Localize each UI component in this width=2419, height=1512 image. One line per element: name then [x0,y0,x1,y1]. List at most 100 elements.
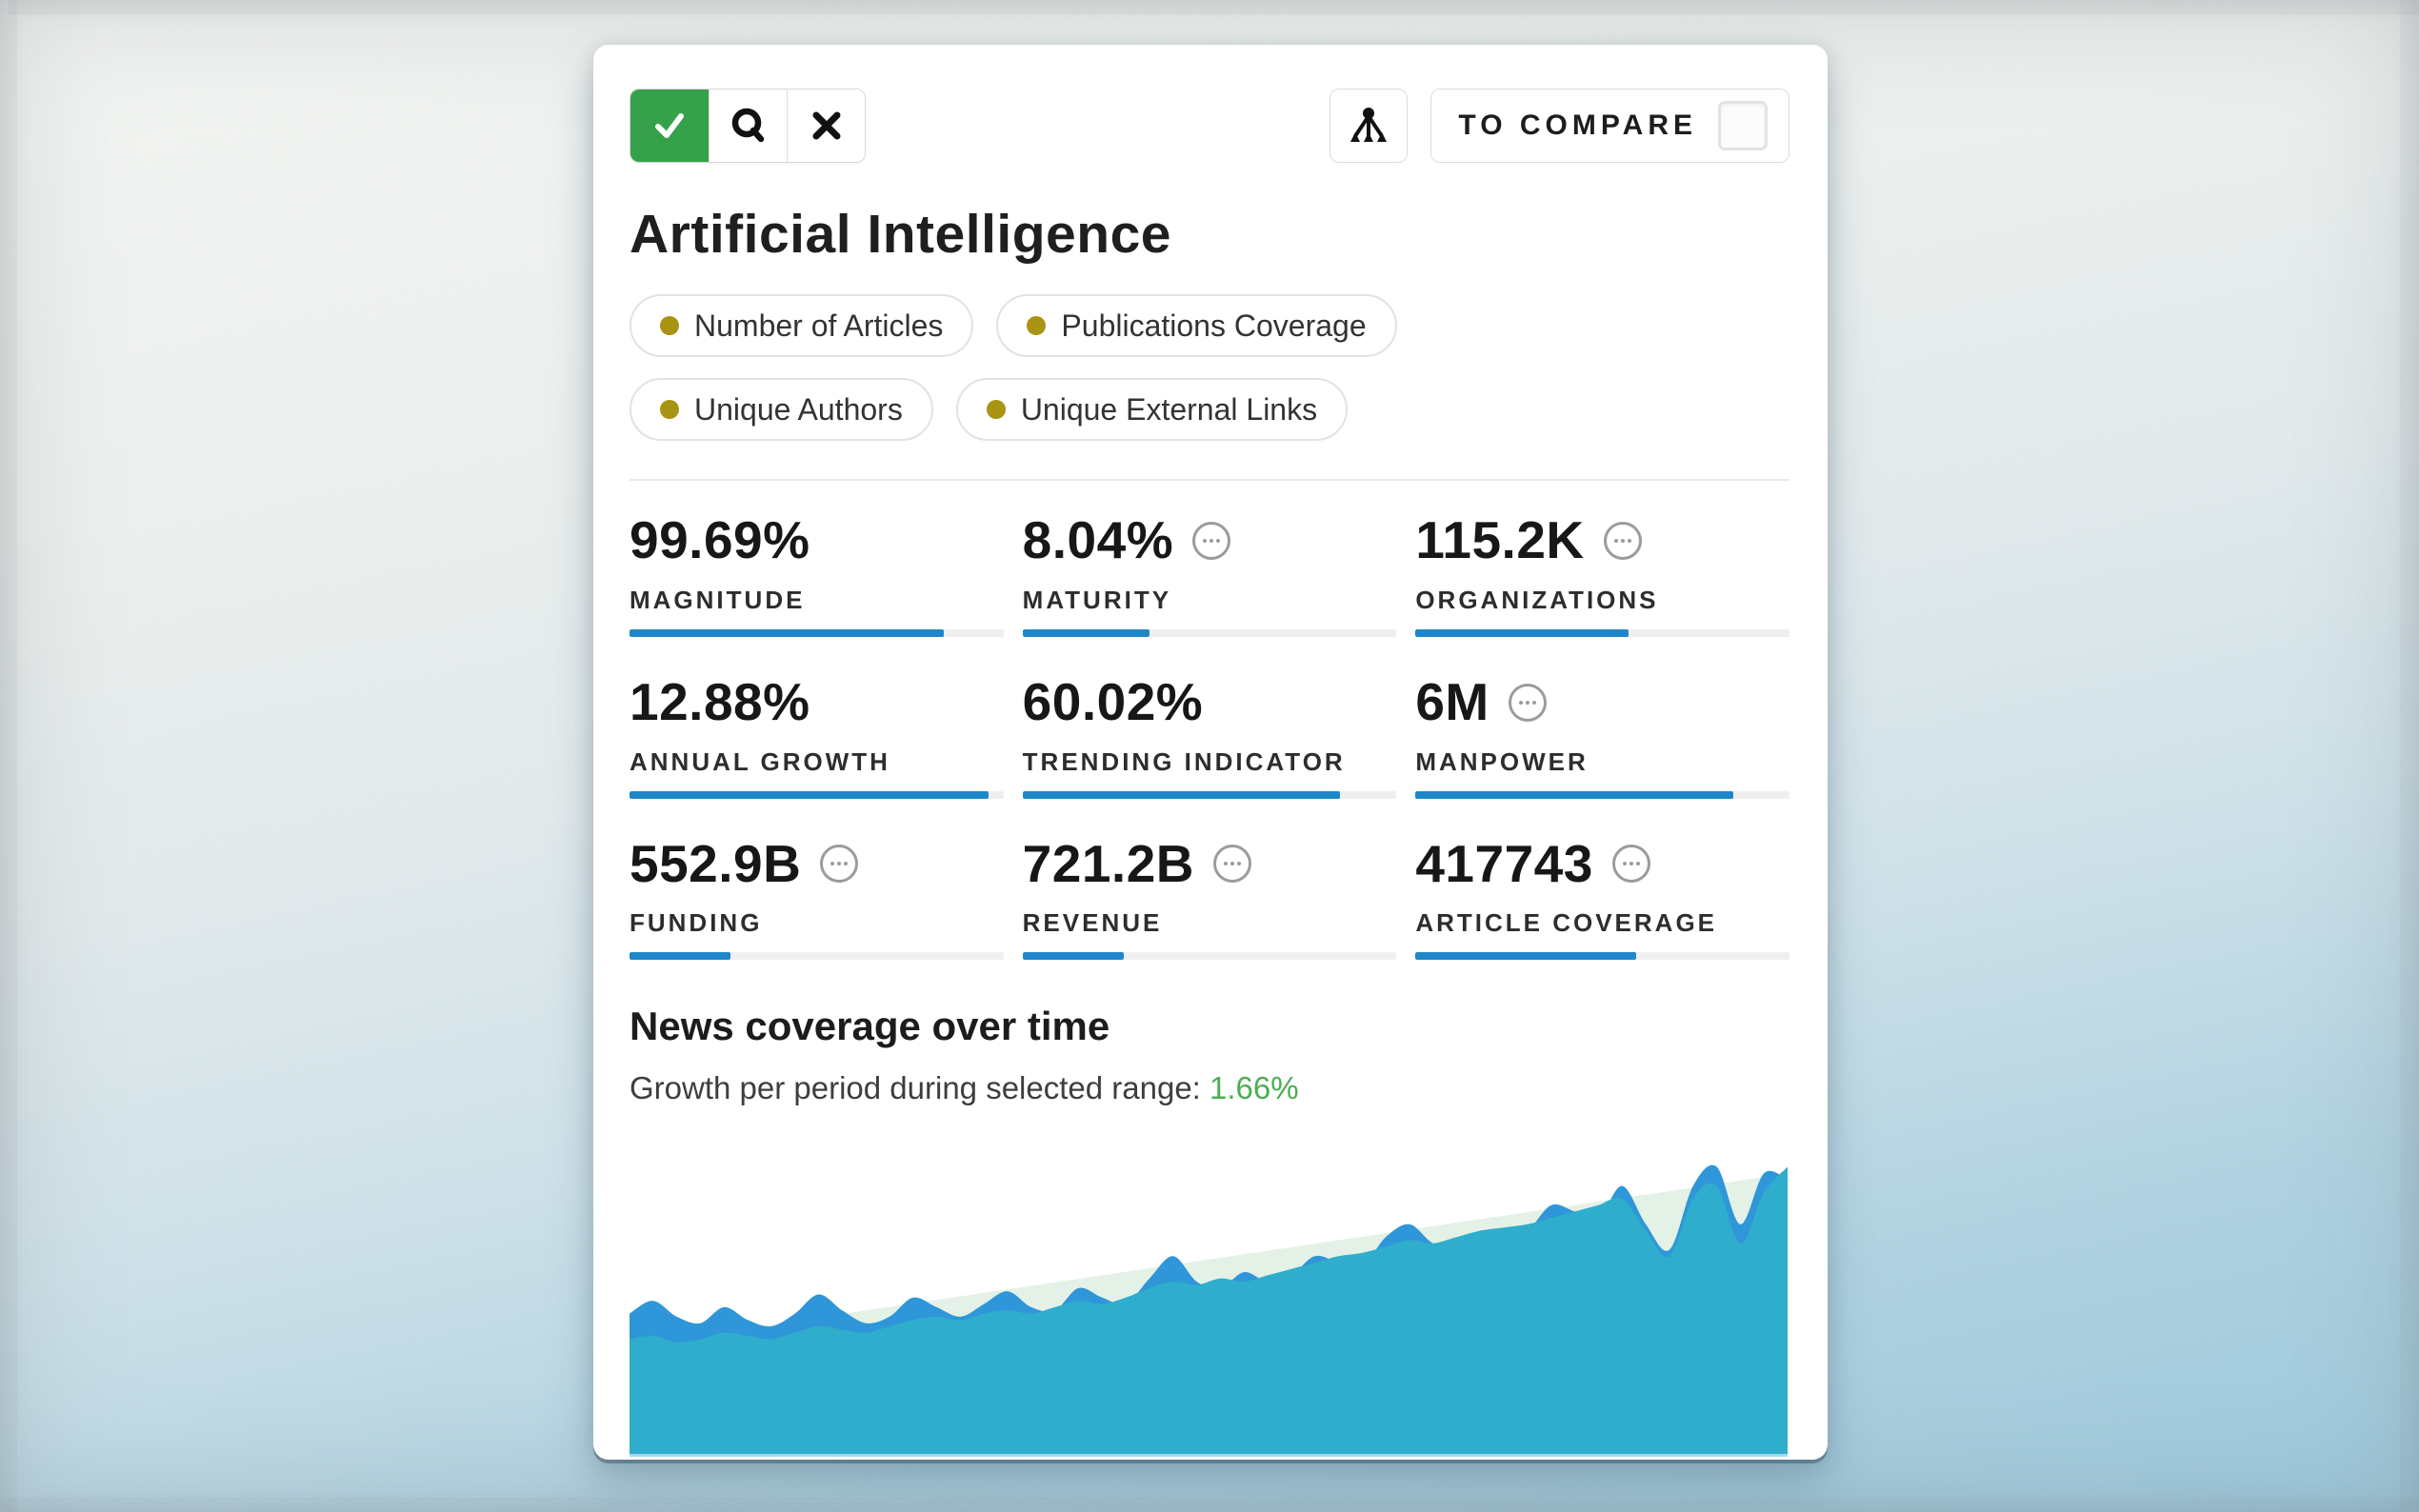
metric-pill[interactable]: Unique Authors [630,378,933,441]
metric-value: 417743 [1415,833,1593,893]
metric-progress-track [1022,628,1397,637]
confirm-button[interactable] [630,90,709,162]
growth-value: 1.66% [1210,1070,1299,1106]
metric-progress-fill [630,952,731,961]
metric-progress-track [630,952,1004,961]
close-button[interactable] [787,90,865,162]
news-chart-svg [630,1164,1788,1458]
metric-value-row: 115.2K [1415,510,1789,569]
to-compare-label: TO COMPARE [1458,109,1697,141]
metric-value-row: 6M [1415,671,1789,731]
metric-value: 552.9B [630,833,802,893]
metric-value: 721.2B [1022,833,1195,893]
metric-progress-fill [1022,790,1341,799]
metric-value: 12.88% [630,671,810,731]
metric-cell: 99.69% MAGNITUDE [630,510,1004,637]
metric-progress-fill [1415,628,1629,637]
metric-progress-track [1415,790,1789,799]
toolbar-button-group [630,89,866,163]
info-ellipsis-icon[interactable] [820,845,859,884]
x-icon [812,111,840,140]
info-ellipsis-icon[interactable] [1213,845,1252,884]
metric-progress-fill [630,790,989,799]
pill-dot-icon [660,400,679,419]
metric-label: ANNUAL GROWTH [630,746,890,776]
metric-progress-track [1022,790,1397,799]
metric-value-row: 552.9B [630,833,1004,893]
pill-dot-icon [986,400,1006,419]
metric-label: MAGNITUDE [630,585,806,614]
news-coverage-heading: News coverage over time [630,1004,1110,1049]
search-button[interactable] [709,90,787,162]
toolbar-right: TO COMPARE [1329,89,1789,163]
metric-pills: Number of Articles Publications Coverage U… [630,294,1582,441]
metric-value: 115.2K [1415,510,1585,569]
metric-label: ARTICLE COVERAGE [1415,908,1718,938]
metric-pill[interactable]: Unique External Links [955,378,1349,441]
metric-progress-fill [1415,952,1636,961]
metric-value-row: 8.04% [1022,510,1397,569]
news-coverage-chart[interactable] [630,1135,1789,1458]
metric-cell: 115.2K ORGANIZATIONS [1415,510,1789,637]
metric-progress-track [630,790,1004,799]
metric-progress-fill [1022,952,1124,961]
metric-cell: 417743 ARTICLE COVERAGE [1415,833,1789,961]
metric-label: REVENUE [1022,908,1163,938]
chart-area-smoothed [630,1166,1788,1455]
metric-value: 99.69% [630,510,810,569]
info-ellipsis-icon[interactable] [1192,521,1231,560]
metric-value: 60.02% [1022,671,1204,731]
metric-progress-track [1415,628,1789,637]
pill-label: Number of Articles [694,308,944,343]
network-view-button[interactable] [1329,89,1409,163]
metric-value-row: 60.02% [1022,671,1397,731]
metric-progress-fill [1415,790,1734,799]
chart-baseline [630,1454,1788,1458]
metric-value: 8.04% [1022,510,1174,569]
metric-progress-track [1022,952,1397,961]
metric-pill[interactable]: Publications Coverage [996,294,1397,357]
compare-checkbox[interactable] [1718,101,1768,150]
metrics-grid: 99.69% MAGNITUDE 8.04% MATURITY 115.2K ORGANI… [630,510,1789,998]
metric-value: 6M [1415,671,1489,731]
metric-value-row: 417743 [1415,833,1789,893]
metric-cell: 8.04% MATURITY [1022,510,1397,637]
metric-value-row: 12.88% [630,671,1004,731]
metric-cell: 60.02% TRENDING INDICATOR [1022,671,1397,799]
metric-label: ORGANIZATIONS [1415,585,1659,614]
metric-label: MANPOWER [1415,746,1589,776]
hierarchy-icon [1350,108,1388,142]
search-icon [731,108,764,143]
info-ellipsis-icon[interactable] [1611,845,1650,884]
growth-label: Growth per period during selected range: [630,1070,1201,1106]
metric-label: FUNDING [630,908,763,938]
page-title: Artificial Intelligence [630,204,1171,265]
metric-progress-track [1415,952,1789,961]
pill-dot-icon [660,316,679,335]
pill-dot-icon [1027,316,1047,335]
pill-label: Publications Coverage [1061,308,1367,343]
info-ellipsis-icon[interactable] [1508,683,1547,722]
check-icon [655,113,684,138]
pill-label: Unique External Links [1020,391,1318,427]
metric-label: TRENDING INDICATOR [1022,746,1346,776]
metric-cell: 721.2B REVENUE [1022,833,1397,961]
metric-progress-fill [630,628,944,637]
metric-cell: 6M MANPOWER [1415,671,1789,799]
topic-card: TO COMPARE Artificial Intelligence Numbe… [593,45,1828,1460]
growth-line: Growth per period during selected range:… [630,1070,1789,1106]
info-ellipsis-icon[interactable] [1603,521,1642,560]
pill-label: Unique Authors [694,391,903,427]
to-compare-button[interactable]: TO COMPARE [1430,89,1789,163]
card-toolbar: TO COMPARE [630,89,1789,163]
metric-label: MATURITY [1022,585,1172,614]
section-divider [630,479,1789,481]
metric-value-row: 721.2B [1022,833,1397,893]
metric-cell: 12.88% ANNUAL GROWTH [630,671,1004,799]
metric-cell: 552.9B FUNDING [630,833,1004,961]
metric-pill[interactable]: Number of Articles [630,294,974,357]
metric-value-row: 99.69% [630,510,1004,569]
metric-progress-fill [1022,628,1150,637]
metric-progress-track [630,628,1004,637]
